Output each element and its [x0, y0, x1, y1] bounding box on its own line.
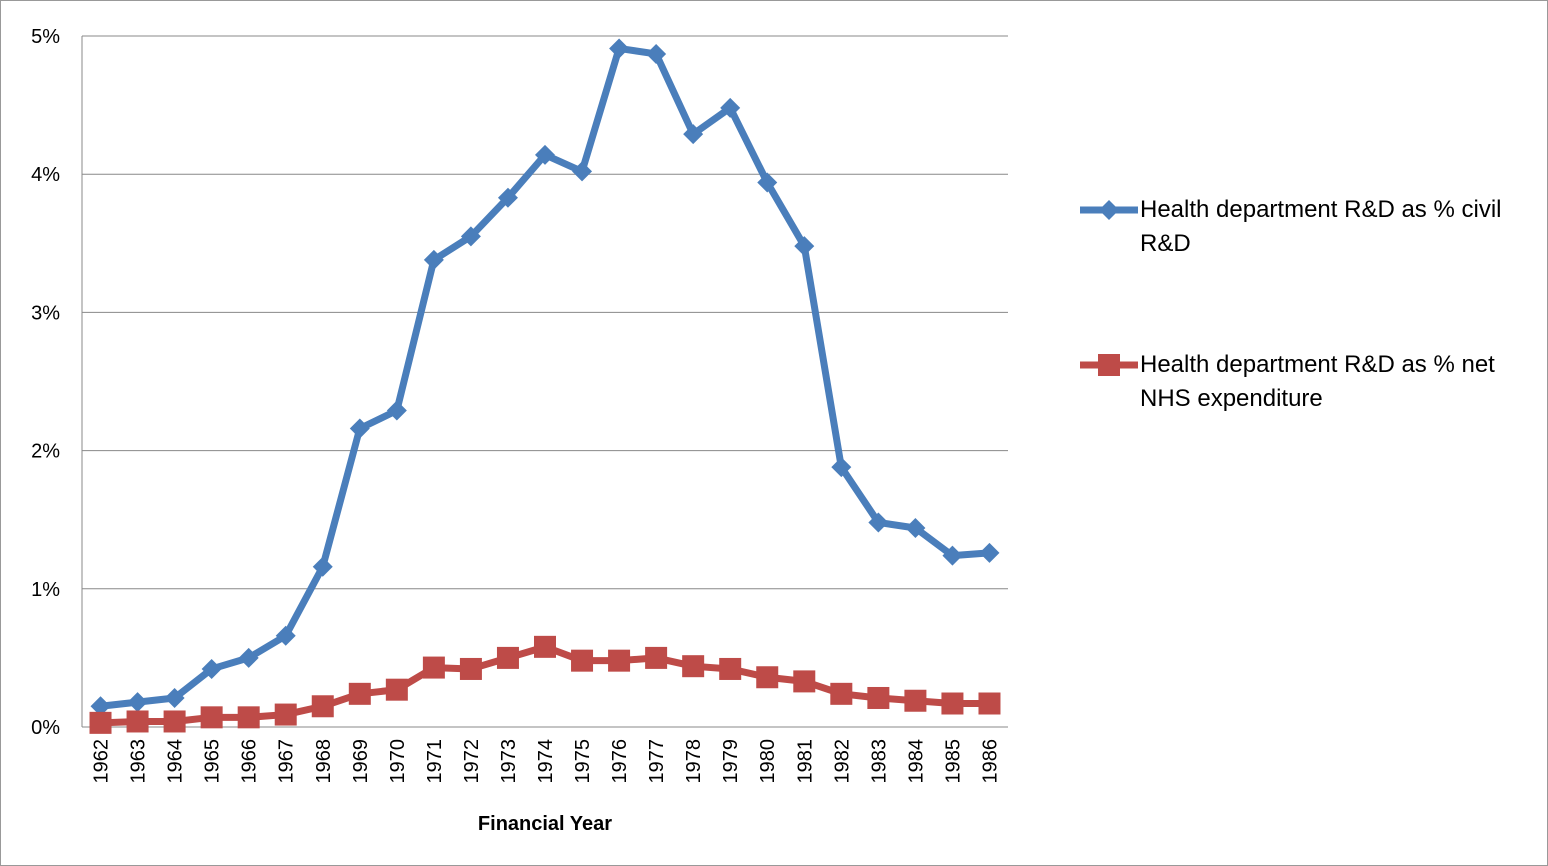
- marker: [385, 678, 408, 701]
- x-tick-label: 1972: [461, 739, 483, 784]
- marker: [200, 706, 223, 729]
- marker: [572, 161, 593, 182]
- marker: [237, 706, 260, 729]
- marker: [348, 682, 371, 705]
- x-tick-label: 1973: [498, 739, 520, 784]
- marker: [868, 512, 889, 533]
- x-tick-label: 1970: [387, 739, 409, 784]
- y-tick-label: 0%: [31, 717, 60, 739]
- marker: [422, 656, 445, 679]
- marker: [163, 710, 186, 733]
- marker: [830, 682, 853, 705]
- x-axis-title: Financial Year: [478, 813, 612, 835]
- marker: [941, 692, 964, 715]
- x-tick-label: 1965: [202, 739, 224, 784]
- marker: [423, 249, 444, 270]
- x-tick-label: 1975: [572, 739, 594, 784]
- marker: [756, 666, 779, 689]
- marker: [459, 657, 482, 680]
- x-tick-label: 1983: [868, 739, 890, 784]
- x-tick-label: 1977: [646, 739, 668, 784]
- marker: [1099, 200, 1119, 220]
- x-tick-label: 1966: [239, 739, 261, 784]
- marker: [942, 545, 963, 566]
- marker: [794, 236, 815, 257]
- x-tick-label: 1963: [128, 739, 150, 784]
- x-tick-label: 1964: [165, 739, 187, 784]
- x-tick-label: 1962: [91, 739, 113, 784]
- marker: [535, 144, 555, 165]
- marker: [978, 692, 1001, 715]
- marker: [274, 703, 297, 726]
- marker: [349, 418, 370, 439]
- marker: [757, 172, 778, 193]
- marker: [682, 655, 705, 678]
- legend-label: Health department R&D as % civil R&D: [1140, 196, 1502, 257]
- marker: [867, 686, 890, 709]
- marker: [683, 124, 704, 145]
- x-tick-label: 1969: [350, 739, 372, 784]
- marker: [608, 649, 631, 672]
- marker: [645, 646, 668, 669]
- x-tick-label: 1984: [905, 739, 927, 784]
- y-tick-label: 1%: [31, 579, 60, 601]
- marker: [904, 689, 927, 712]
- marker: [831, 457, 852, 478]
- x-tick-label: 1980: [757, 739, 779, 784]
- x-tick-label: 1978: [683, 739, 705, 784]
- x-tick-label: 1967: [276, 739, 298, 784]
- marker: [497, 187, 518, 208]
- marker: [534, 635, 556, 658]
- marker: [386, 400, 407, 421]
- x-tick-label: 1976: [609, 739, 631, 784]
- legend-label: Health department R&D as % net NHS expen…: [1140, 351, 1495, 412]
- marker: [201, 658, 222, 679]
- y-tick-label: 3%: [31, 302, 60, 324]
- marker: [89, 711, 112, 734]
- marker: [275, 625, 296, 646]
- marker: [979, 542, 1000, 563]
- marker: [1098, 354, 1120, 376]
- x-tick-label: 1981: [794, 739, 816, 784]
- x-tick-label: 1979: [720, 739, 742, 784]
- marker: [311, 695, 334, 718]
- marker: [164, 687, 185, 708]
- marker: [126, 710, 149, 733]
- marker: [793, 670, 816, 693]
- x-tick-label: 1986: [979, 739, 1001, 784]
- x-tick-label: 1982: [831, 739, 853, 784]
- y-tick-label: 2%: [31, 441, 60, 463]
- x-tick-label: 1974: [535, 739, 557, 784]
- marker: [496, 646, 519, 669]
- x-tick-label: 1968: [313, 739, 335, 784]
- marker: [312, 556, 333, 577]
- marker: [609, 38, 630, 59]
- x-tick-label: 1985: [942, 739, 964, 784]
- marker: [238, 647, 259, 668]
- marker: [905, 517, 926, 538]
- marker: [90, 696, 111, 717]
- marker: [127, 692, 148, 713]
- marker: [460, 226, 481, 247]
- marker: [646, 43, 667, 64]
- marker: [720, 97, 741, 118]
- marker: [719, 657, 742, 680]
- y-tick-label: 4%: [31, 164, 60, 186]
- x-tick-label: 1971: [424, 739, 446, 784]
- marker: [571, 649, 594, 672]
- y-tick-label: 5%: [31, 26, 60, 48]
